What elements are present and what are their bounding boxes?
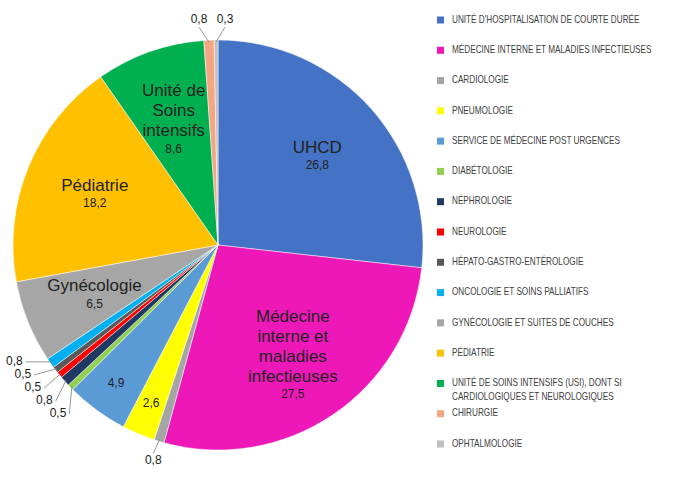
slice-name: maladies: [259, 347, 327, 366]
slice-name: Pédiatrie: [61, 176, 128, 195]
legend-swatch: [437, 138, 444, 145]
slice-name: Soins: [152, 101, 195, 120]
data-label: 0,8: [191, 12, 208, 26]
leader-line: [26, 361, 52, 362]
legend-label: CARDIOLOGIE: [452, 73, 509, 85]
legend-swatch: [437, 441, 444, 448]
legend-label: OPHTALMOLOGIE: [452, 437, 522, 449]
data-label: 4,9: [108, 376, 125, 390]
legend: UNITÉ D'HOSPITALISATION DE COURTE DURÉE M…: [437, 13, 651, 449]
legend-swatch: [437, 107, 444, 114]
slice-name: infectieuses: [248, 367, 338, 386]
legend-label: DIABÉTOLOGIE: [452, 164, 513, 176]
data-label: 18,2: [83, 196, 107, 210]
legend-label: UNITÉ DE SOINS INTENSIFS (USI), DONT SI: [452, 376, 622, 388]
legend-swatch: [437, 289, 444, 296]
legend-label: HÉPATO-GASTRO-ENTÉROLOGIE: [452, 255, 583, 267]
data-label: 6,5: [86, 297, 103, 311]
leader-line: [199, 27, 209, 42]
leader-line: [69, 386, 72, 414]
leader-line: [216, 27, 225, 42]
data-label: 0,8: [36, 393, 53, 407]
legend-label: UNITÉ D'HOSPITALISATION DE COURTE DURÉE: [452, 13, 639, 25]
legend-label: MÉDECINE INTERNE ET MALADIES INFECTIEUSE…: [452, 43, 651, 55]
data-label: 0,5: [25, 380, 42, 394]
data-label: 0,8: [6, 354, 23, 368]
data-label: 0,5: [50, 406, 67, 420]
data-labels: UHCD26,8 Médecineinterne etmaladiesinfect…: [6, 12, 342, 466]
pie-slice: [218, 40, 423, 268]
legend-label: SERVICE DE MÉDECINE POST URGENCES: [452, 134, 620, 146]
legend-label: ONCOLOGIE ET SOINS PALLIATIFS: [452, 285, 588, 297]
legend-label: CARDIOLOGIQUES ET NEUROLOGIQUES: [452, 390, 614, 402]
data-label: 8,6: [165, 142, 182, 156]
data-label: 2,6: [143, 396, 160, 410]
chart: UHCD26,8 Médecineinterne etmaladiesinfect…: [0, 0, 682, 484]
legend-swatch: [437, 229, 444, 236]
legend-swatch: [437, 47, 444, 54]
legend-swatch: [437, 17, 444, 24]
leader-line: [56, 380, 66, 401]
legend-label: NEUROLOGIE: [452, 225, 507, 237]
slice-name: Unité de: [142, 81, 205, 100]
data-label: 27,5: [281, 387, 305, 401]
slice-name: UHCD: [293, 138, 342, 157]
legend-label: NÉPHROLOGIE: [452, 194, 512, 206]
legend-swatch: [437, 168, 444, 175]
leader-line: [44, 374, 61, 388]
pie-slice: [101, 40, 218, 245]
legend-swatch: [437, 259, 444, 266]
pie-slice: [214, 40, 218, 245]
legend-swatch: [437, 319, 444, 326]
slice-name: interne et: [257, 327, 328, 346]
legend-label: PNEUMOLOGIE: [452, 104, 513, 116]
data-label: 0,8: [145, 453, 162, 467]
legend-swatch: [437, 77, 444, 84]
leader-line: [153, 439, 159, 453]
legend-swatch: [437, 410, 444, 417]
slice-name: Gynécologie: [47, 276, 142, 295]
legend-label: CHIRURGIE: [452, 406, 498, 418]
legend-swatch: [437, 198, 444, 205]
slice-name: intensifs: [143, 121, 205, 140]
data-label: 26,8: [306, 158, 330, 172]
data-label: 0,3: [217, 12, 234, 26]
data-label: 0,5: [15, 367, 32, 381]
legend-label: PÉDIATRIE: [452, 346, 495, 358]
leader-line: [34, 369, 57, 375]
legend-swatch: [437, 350, 444, 357]
slice-name: Médecine: [256, 307, 330, 326]
slices: [13, 40, 423, 450]
legend-swatch: [437, 380, 444, 387]
legend-label: GYNÉCOLOGIE ET SUITES DE COUCHES: [452, 316, 614, 328]
pie-slice: [204, 40, 218, 245]
